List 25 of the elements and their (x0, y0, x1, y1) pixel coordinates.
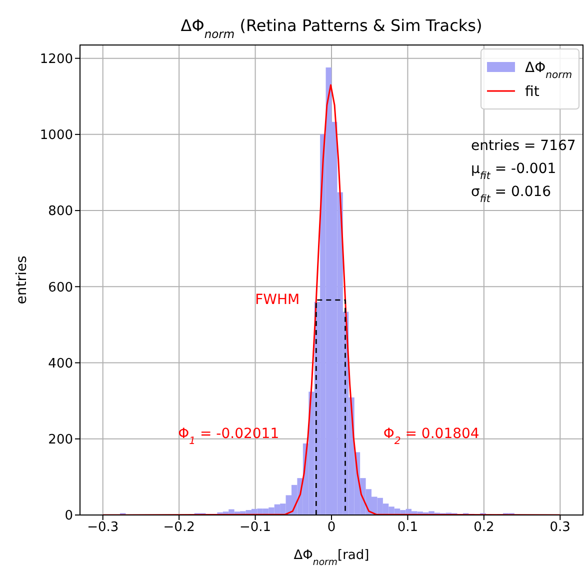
y-axis-title: entries (14, 256, 30, 304)
y-tick-label: 800 (48, 204, 73, 220)
y-tick-label: 400 (48, 356, 73, 372)
x-tick-label: −0.2 (163, 520, 195, 536)
x-tick-label: −0.3 (87, 520, 119, 536)
y-tick-label: 0 (64, 508, 73, 524)
y-tick-label: 1000 (40, 128, 73, 144)
y-tick-label: 1200 (40, 52, 73, 67)
y-tick-label: 600 (48, 280, 73, 296)
x-tick-label: 0.2 (474, 520, 494, 536)
annotation: FWHM (255, 292, 300, 308)
x-tick-label: 0 (327, 520, 336, 536)
annotation: entries = 7167 (471, 138, 576, 154)
legend-label: ΔΦ$_{norm}$ (525, 60, 572, 80)
annotation: Φ$_{2}$ = 0.01804 (383, 426, 480, 447)
x-tick-label: −0.1 (240, 520, 272, 536)
y-tick-label: 200 (48, 432, 73, 448)
x-axis-title: ΔΦ$_{norm}$[rad] (294, 548, 370, 568)
annotation: σ$_{fit}$ = 0.016 (471, 184, 552, 204)
annotation: Φ$_{1}$ = -0.02011 (178, 426, 280, 447)
annotation: μ$_{fit}$ = -0.001 (471, 161, 556, 182)
x-tick-label: 0.3 (550, 520, 570, 536)
chart-title: ΔΦ$_{norm}$ (Retina Patterns & Sim Tracks) (180, 16, 482, 41)
legend-label: fit (525, 84, 540, 100)
x-tick-label: 0.1 (397, 520, 418, 536)
